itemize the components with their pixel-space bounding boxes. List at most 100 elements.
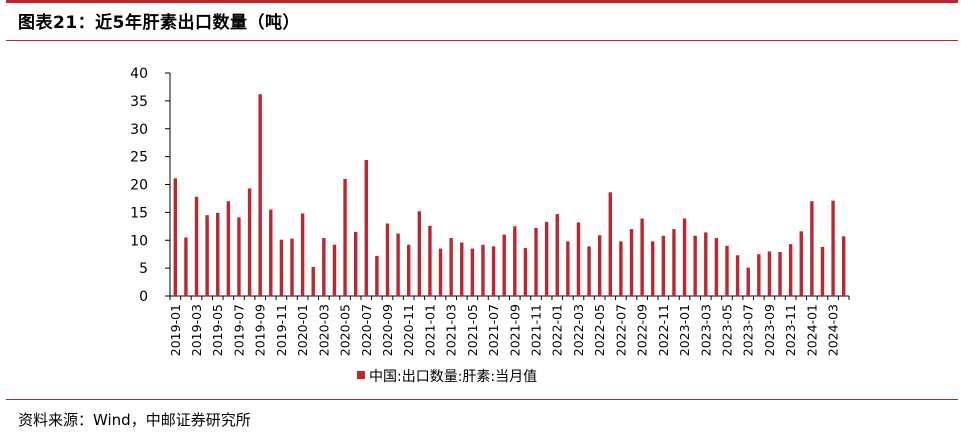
x-tick-label: 2019-01 xyxy=(168,304,183,356)
bar xyxy=(778,251,782,296)
bar xyxy=(460,242,464,296)
bottom-rule xyxy=(6,399,958,400)
y-tick-label: 0 xyxy=(139,289,148,305)
bar xyxy=(311,267,315,296)
bar xyxy=(576,222,581,296)
bar xyxy=(332,244,337,296)
bar xyxy=(300,213,305,296)
bar xyxy=(672,229,676,296)
bar xyxy=(205,215,209,296)
bar xyxy=(237,217,241,296)
legend: 中国:出口数量:肝素:当月值 xyxy=(357,369,537,385)
bar xyxy=(438,248,443,296)
bar xyxy=(651,241,655,296)
bar xyxy=(682,218,687,296)
bar xyxy=(184,237,188,296)
x-tick-label: 2020-01 xyxy=(295,304,310,356)
bar xyxy=(343,178,347,296)
x-tick-label: 2023-03 xyxy=(698,304,713,356)
bar xyxy=(619,241,623,296)
bar xyxy=(608,192,612,296)
bar xyxy=(364,159,368,296)
bar xyxy=(661,235,666,296)
bar xyxy=(385,223,390,296)
bar xyxy=(597,235,602,296)
bar xyxy=(735,255,740,296)
x-tick-label: 2023-05 xyxy=(719,304,734,356)
bar xyxy=(693,235,697,296)
bar xyxy=(555,214,559,296)
source-note: 资料来源：Wind，中邮证券研究所 xyxy=(18,411,251,429)
x-tick-label: 2024-03 xyxy=(826,304,841,356)
x-tick-label: 2020-07 xyxy=(359,304,374,356)
bar xyxy=(767,251,772,296)
x-tick-label: 2021-07 xyxy=(486,304,501,356)
top-rule xyxy=(6,0,958,3)
bar xyxy=(810,201,814,296)
x-tick-label: 2022-09 xyxy=(635,304,650,356)
bar xyxy=(725,245,729,296)
bar xyxy=(226,201,231,296)
y-axis: 0 5 10 15 20 25 30 35 40 xyxy=(130,66,171,305)
x-tick-label: 2024-01 xyxy=(804,304,819,356)
legend-label: 中国:出口数量:肝素:当月值 xyxy=(369,369,537,385)
y-tick-label: 20 xyxy=(130,178,148,194)
bar xyxy=(629,229,634,296)
bar xyxy=(396,233,400,296)
x-tick-label: 2022-01 xyxy=(550,304,565,356)
bar xyxy=(566,241,570,296)
bar xyxy=(544,221,549,296)
bar-series xyxy=(173,94,846,296)
y-tick-label: 35 xyxy=(130,94,148,110)
y-tick-label: 25 xyxy=(130,150,148,166)
x-tick-label: 2022-07 xyxy=(613,304,628,356)
bar xyxy=(173,178,178,296)
bar xyxy=(788,244,793,296)
bar xyxy=(502,234,506,296)
bar xyxy=(820,246,825,296)
y-tick-label: 5 xyxy=(139,261,148,277)
x-tick-label: 2021-09 xyxy=(507,304,522,356)
bar xyxy=(449,238,453,296)
x-tick-label: 2021-03 xyxy=(444,304,459,356)
x-tick-label: 2019-07 xyxy=(231,304,246,356)
x-tick-label: 2019-05 xyxy=(210,304,225,356)
bar xyxy=(353,231,358,296)
bar xyxy=(470,248,475,296)
x-tick-label: 2021-05 xyxy=(465,304,480,356)
bar xyxy=(534,227,538,296)
bar xyxy=(258,94,262,296)
x-tick-label: 2022-03 xyxy=(571,304,586,356)
bar xyxy=(194,196,199,296)
bar xyxy=(375,255,379,296)
bar xyxy=(417,211,422,296)
bar xyxy=(757,254,761,296)
y-tick-label: 15 xyxy=(130,205,148,221)
bar xyxy=(269,209,273,296)
x-tick-label: 2019-11 xyxy=(274,304,289,356)
x-tick-label: 2023-09 xyxy=(762,304,777,356)
bar xyxy=(799,231,803,296)
y-tick-label: 30 xyxy=(130,122,148,138)
y-tick-label: 40 xyxy=(130,66,148,82)
bar xyxy=(831,200,835,296)
bar xyxy=(491,246,496,296)
bar xyxy=(322,238,326,296)
x-tick-label: 2022-05 xyxy=(592,304,607,356)
x-tick-label: 2022-11 xyxy=(656,304,671,356)
chart-title: 图表21：近5年肝素出口数量（吨） xyxy=(18,13,300,33)
bar xyxy=(513,226,517,296)
bar xyxy=(640,218,644,296)
title-rule xyxy=(6,40,958,41)
bar xyxy=(290,238,294,296)
bar xyxy=(428,225,432,296)
x-tick-label: 2020-05 xyxy=(338,304,353,356)
bar xyxy=(279,239,284,296)
x-tick-label: 2021-11 xyxy=(529,304,544,356)
bar xyxy=(704,232,708,296)
bar xyxy=(746,267,750,296)
bar xyxy=(481,244,485,296)
bar xyxy=(247,188,252,296)
x-tick-label: 2020-03 xyxy=(316,304,331,356)
